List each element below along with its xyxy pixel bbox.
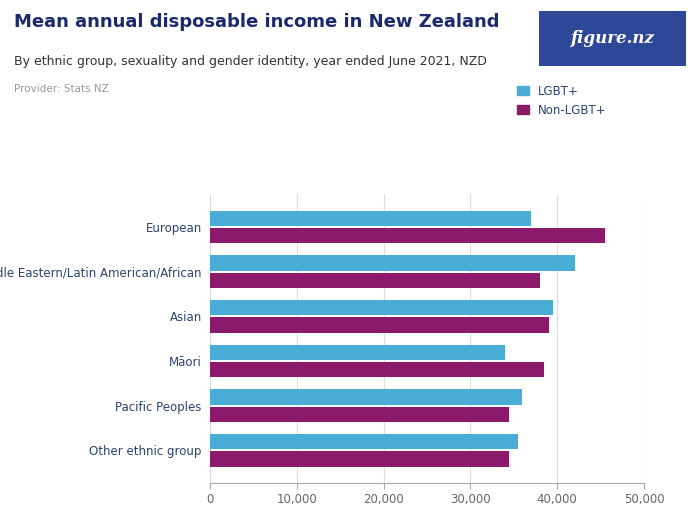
Bar xyxy=(210,344,505,360)
Bar xyxy=(210,452,510,467)
Bar xyxy=(210,255,575,271)
Bar xyxy=(210,434,518,449)
Bar xyxy=(210,300,553,316)
Text: figure.nz: figure.nz xyxy=(570,29,655,47)
Text: By ethnic group, sexuality and gender identity, year ended June 2021, NZD: By ethnic group, sexuality and gender id… xyxy=(14,55,487,68)
Bar xyxy=(210,211,531,226)
Text: Provider: Stats NZ: Provider: Stats NZ xyxy=(14,84,108,94)
Bar xyxy=(210,390,522,405)
Text: Mean annual disposable income in New Zealand: Mean annual disposable income in New Zea… xyxy=(14,13,500,31)
Bar xyxy=(210,272,540,288)
Bar xyxy=(210,228,605,243)
Bar xyxy=(210,406,510,422)
Legend: LGBT+, Non-LGBT+: LGBT+, Non-LGBT+ xyxy=(517,85,607,117)
Bar xyxy=(210,317,549,333)
Bar xyxy=(210,362,544,377)
